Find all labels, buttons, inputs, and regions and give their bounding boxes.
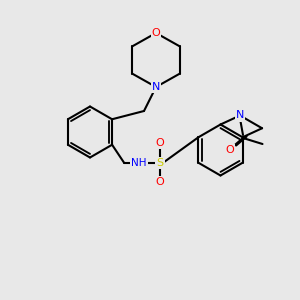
Text: N: N [236, 110, 244, 121]
Text: O: O [225, 145, 234, 155]
Text: S: S [157, 158, 164, 168]
Text: NH: NH [131, 158, 147, 168]
Text: O: O [156, 138, 164, 148]
Text: O: O [156, 177, 164, 187]
Text: O: O [152, 28, 160, 38]
Text: N: N [152, 82, 160, 92]
